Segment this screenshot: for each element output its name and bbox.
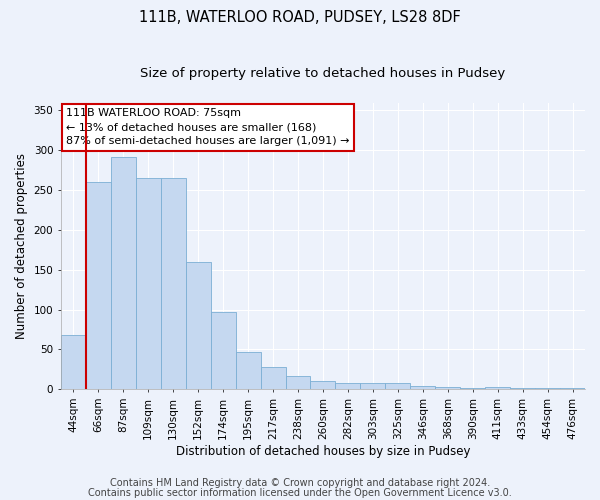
Bar xyxy=(61,335,86,389)
Text: Contains HM Land Registry data © Crown copyright and database right 2024.: Contains HM Land Registry data © Crown c… xyxy=(110,478,490,488)
Bar xyxy=(361,383,385,389)
Bar xyxy=(560,388,585,389)
Text: 111B, WATERLOO ROAD, PUDSEY, LS28 8DF: 111B, WATERLOO ROAD, PUDSEY, LS28 8DF xyxy=(139,10,461,25)
X-axis label: Distribution of detached houses by size in Pudsey: Distribution of detached houses by size … xyxy=(176,444,470,458)
Bar xyxy=(111,156,136,389)
Bar xyxy=(86,182,111,389)
Text: 111B WATERLOO ROAD: 75sqm
← 13% of detached houses are smaller (168)
87% of semi: 111B WATERLOO ROAD: 75sqm ← 13% of detac… xyxy=(66,108,350,146)
Bar xyxy=(286,376,310,389)
Bar xyxy=(260,367,286,389)
Bar xyxy=(460,388,485,389)
Text: Contains public sector information licensed under the Open Government Licence v3: Contains public sector information licen… xyxy=(88,488,512,498)
Bar xyxy=(510,388,535,389)
Bar xyxy=(136,178,161,389)
Bar xyxy=(236,352,260,389)
Bar xyxy=(410,386,435,389)
Bar xyxy=(485,387,510,389)
Y-axis label: Number of detached properties: Number of detached properties xyxy=(15,153,28,339)
Bar xyxy=(385,383,410,389)
Bar xyxy=(186,262,211,389)
Bar xyxy=(335,383,361,389)
Title: Size of property relative to detached houses in Pudsey: Size of property relative to detached ho… xyxy=(140,68,506,80)
Bar xyxy=(535,388,560,389)
Bar xyxy=(161,178,186,389)
Bar xyxy=(435,387,460,389)
Bar xyxy=(211,312,236,389)
Bar xyxy=(310,381,335,389)
